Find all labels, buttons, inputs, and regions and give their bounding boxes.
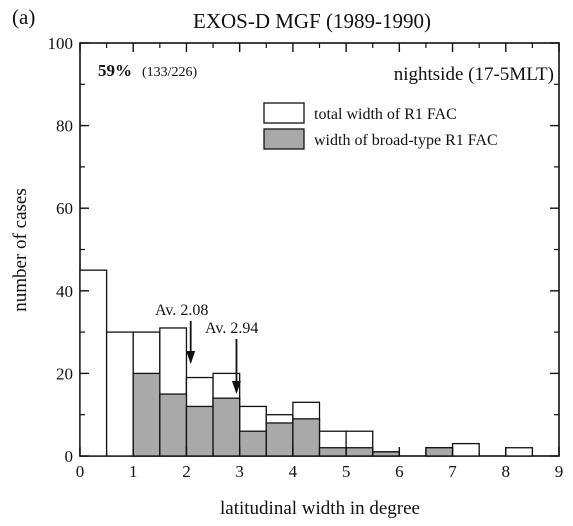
y-tick-label: 40: [56, 282, 73, 301]
broad-type-bar: [292, 418, 321, 457]
x-tick-label: 3: [235, 462, 244, 481]
legend: total width of R1 FAC width of broad-typ…: [263, 102, 498, 150]
broad-type-bar: [318, 447, 347, 457]
x-tick-label: 7: [448, 462, 457, 481]
y-tick-label: 60: [56, 199, 73, 218]
broad-type-bar: [265, 422, 294, 457]
total-width-bar: [79, 269, 108, 457]
broad-type-bar: [212, 397, 241, 457]
y-tick-label: 20: [56, 364, 73, 383]
broad-type-bar: [185, 405, 214, 457]
average-label-2: Av. 2.94: [205, 320, 258, 337]
percent-detail-label: (133/226): [142, 65, 198, 80]
average-label-1: Av. 2.08: [155, 302, 208, 319]
average-arrowhead-1: [186, 351, 196, 364]
broad-type-bar: [159, 393, 188, 457]
x-tick-label: 1: [129, 462, 138, 481]
broad-type-bar: [425, 447, 454, 457]
x-tick-label: 9: [555, 462, 564, 481]
average-arrowhead-2: [231, 381, 241, 394]
legend-swatch-total: [263, 102, 305, 124]
broad-type-bar: [132, 372, 161, 457]
average-marker-1: Av. 2.08: [155, 302, 208, 364]
total-width-bar: [105, 331, 134, 457]
axis-ticks: 0 1 2 3 4 5 6 7 8 9 0 20 40 60 80 100: [48, 34, 564, 481]
total-width-bar: [505, 447, 534, 457]
x-tick-label: 0: [76, 462, 85, 481]
x-tick-label: 5: [342, 462, 351, 481]
y-tick-label: 80: [56, 117, 73, 136]
legend-label-broad: width of broad-type R1 FAC: [314, 132, 498, 149]
x-tick-label: 8: [502, 462, 511, 481]
panel-label: (a): [12, 5, 35, 29]
region-label: nightside (17-5MLT): [394, 64, 554, 85]
average-marker-2: Av. 2.94: [205, 320, 258, 394]
x-tick-label: 2: [182, 462, 191, 481]
broad-type-bar: [239, 430, 267, 457]
legend-label-total: total width of R1 FAC: [314, 106, 457, 123]
x-tick-label: 4: [289, 462, 298, 481]
broad-type-bar: [345, 447, 374, 457]
x-tick-label: 6: [395, 462, 404, 481]
y-tick-label: 100: [48, 34, 74, 53]
total-width-bar: [451, 442, 480, 457]
x-axis-label: latitudinal width in degree: [220, 498, 420, 519]
y-tick-label: 0: [65, 447, 74, 466]
legend-swatch-broad: [263, 128, 305, 150]
chart-title: EXOS-D MGF (1989-1990): [193, 9, 431, 33]
broad-type-bar: [372, 451, 400, 457]
percent-main-label: 59%: [98, 61, 132, 80]
y-axis-label: number of cases: [10, 188, 31, 311]
broad-type-bars: [132, 372, 454, 457]
